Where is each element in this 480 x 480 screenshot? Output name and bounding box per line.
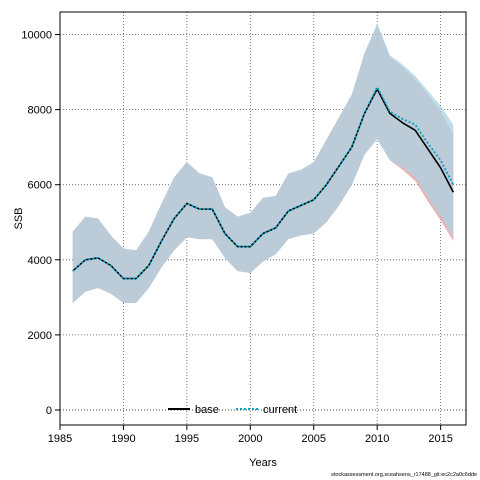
confidence-bands <box>72 23 454 303</box>
footer-source-text: stockassessment.org,sceahsens_r17488_git… <box>331 472 477 478</box>
y-tick-label: 4000 <box>28 255 52 267</box>
legend: base current <box>168 404 297 416</box>
axes: 1985 1990 1995 2000 2005 2010 2015 0 2000 4000 600… <box>21 30 452 445</box>
legend-label-current: current <box>263 404 297 416</box>
x-tick-label: 2000 <box>238 433 262 445</box>
x-tick-label: 1995 <box>175 433 199 445</box>
x-tick-label: 2005 <box>302 433 326 445</box>
x-tick-label: 2015 <box>428 433 452 445</box>
y-axis-title: SSB <box>13 207 25 229</box>
y-tick-label: 10000 <box>21 30 52 42</box>
x-axis-title: Years <box>249 457 277 469</box>
y-tick-label: 0 <box>46 405 52 417</box>
y-tick-label: 6000 <box>28 180 52 192</box>
x-tick-label: 1985 <box>48 433 72 445</box>
x-tick-label: 1990 <box>111 433 135 445</box>
x-tick-label: 2010 <box>365 433 389 445</box>
line-base <box>72 88 455 280</box>
y-tick-label: 8000 <box>28 105 52 117</box>
band-current <box>72 23 454 303</box>
plot-frame <box>59 11 467 426</box>
y-tick-label: 2000 <box>28 330 52 342</box>
legend-label-base: base <box>195 404 219 416</box>
series-lines <box>72 86 455 280</box>
